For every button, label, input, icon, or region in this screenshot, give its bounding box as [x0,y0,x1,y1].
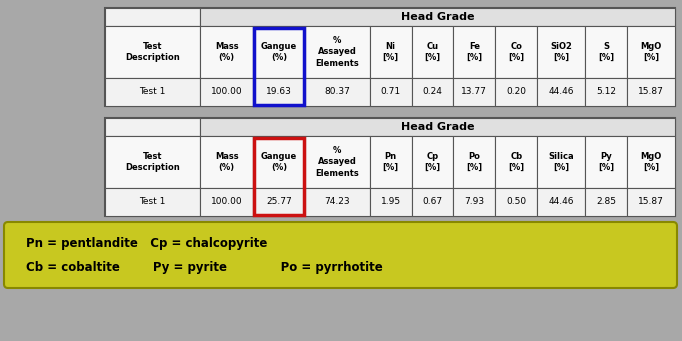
Text: 100.00: 100.00 [211,88,242,97]
Text: %
Assayed
Elements: % Assayed Elements [316,36,359,68]
Bar [105,118,675,216]
Bar [585,188,627,216]
Text: 5.12: 5.12 [596,88,616,97]
Text: Test
Description: Test Description [125,42,180,62]
Text: 0.50: 0.50 [506,197,527,207]
Bar [627,188,675,216]
Bar [305,136,370,188]
Text: 15.87: 15.87 [638,88,664,97]
Text: Mass
(%): Mass (%) [215,42,239,62]
Text: MgO
[%]: MgO [%] [640,152,662,172]
Text: 19.63: 19.63 [266,88,292,97]
Text: Test
Description: Test Description [125,152,180,172]
Bar [627,26,675,78]
Text: Co
[%]: Co [%] [508,42,524,62]
Text: Cu
[%]: Cu [%] [424,42,441,62]
Text: Silica
[%]: Silica [%] [548,152,574,172]
Text: MgO
[%]: MgO [%] [640,42,662,62]
Bar [454,26,495,78]
Bar [411,188,454,216]
Bar [253,188,305,216]
Bar [495,26,537,78]
Text: Pn
[%]: Pn [%] [383,152,399,172]
Bar [105,188,201,216]
Bar [454,136,495,188]
Bar [105,26,201,78]
Bar [495,136,537,188]
Bar [201,188,253,216]
Text: Test 1: Test 1 [140,88,166,97]
Text: 0.71: 0.71 [381,88,401,97]
Text: 1.95: 1.95 [381,197,401,207]
Text: %
Assayed
Elements: % Assayed Elements [316,146,359,178]
Bar [370,26,411,78]
Text: Gangue
(%): Gangue (%) [261,152,297,172]
Bar [454,188,495,216]
Bar [411,78,454,106]
Text: Head Grade: Head Grade [401,12,475,22]
Text: Po
[%]: Po [%] [466,152,482,172]
Text: 7.93: 7.93 [464,197,484,207]
Text: Gangue
(%): Gangue (%) [261,42,297,62]
Bar [411,26,454,78]
Text: 0.67: 0.67 [422,197,443,207]
Bar [411,136,454,188]
Text: 25.77: 25.77 [266,197,292,207]
Text: 74.23: 74.23 [325,197,350,207]
Bar [370,78,411,106]
Bar [305,188,370,216]
Text: 44.46: 44.46 [548,88,574,97]
Bar [627,78,675,106]
Text: SiO2
[%]: SiO2 [%] [550,42,572,62]
Text: S
[%]: S [%] [598,42,614,62]
Bar [495,188,537,216]
Bar [105,136,201,188]
Bar [537,26,585,78]
Bar [253,26,305,78]
Bar [370,136,411,188]
Bar [454,78,495,106]
Bar [495,78,537,106]
Bar [627,136,675,188]
Bar [201,8,675,26]
Text: Py
[%]: Py [%] [598,152,614,172]
Text: Cp
[%]: Cp [%] [424,152,441,172]
Text: Mass
(%): Mass (%) [215,152,239,172]
Text: Cb = cobaltite        Py = pyrite             Po = pyrrhotite: Cb = cobaltite Py = pyrite Po = pyrrhoti… [26,261,383,274]
Bar [201,78,253,106]
Bar [105,8,201,26]
Text: 44.46: 44.46 [548,197,574,207]
Bar [253,78,305,106]
Bar [537,78,585,106]
Bar [585,78,627,106]
Text: 15.87: 15.87 [638,197,664,207]
FancyBboxPatch shape [4,222,677,288]
Text: Ni
[%]: Ni [%] [383,42,399,62]
Bar [105,118,201,136]
Bar [201,118,675,136]
Text: 2.85: 2.85 [596,197,616,207]
Text: Test 1: Test 1 [140,197,166,207]
Text: 0.20: 0.20 [506,88,527,97]
Text: Head Grade: Head Grade [401,122,475,132]
Bar [105,8,675,106]
Bar [585,26,627,78]
Bar [253,136,305,188]
Bar [201,26,253,78]
Text: 13.77: 13.77 [462,88,487,97]
Bar [105,78,201,106]
Bar [305,78,370,106]
Text: Fe
[%]: Fe [%] [466,42,482,62]
Bar [370,188,411,216]
Text: 0.24: 0.24 [423,88,443,97]
Bar [305,26,370,78]
Bar [585,136,627,188]
Text: 80.37: 80.37 [325,88,351,97]
Text: 100.00: 100.00 [211,197,242,207]
Bar [537,188,585,216]
Text: Pn = pentlandite   Cp = chalcopyrite: Pn = pentlandite Cp = chalcopyrite [26,237,267,250]
Text: Cb
[%]: Cb [%] [508,152,524,172]
Bar [537,136,585,188]
Bar [201,136,253,188]
